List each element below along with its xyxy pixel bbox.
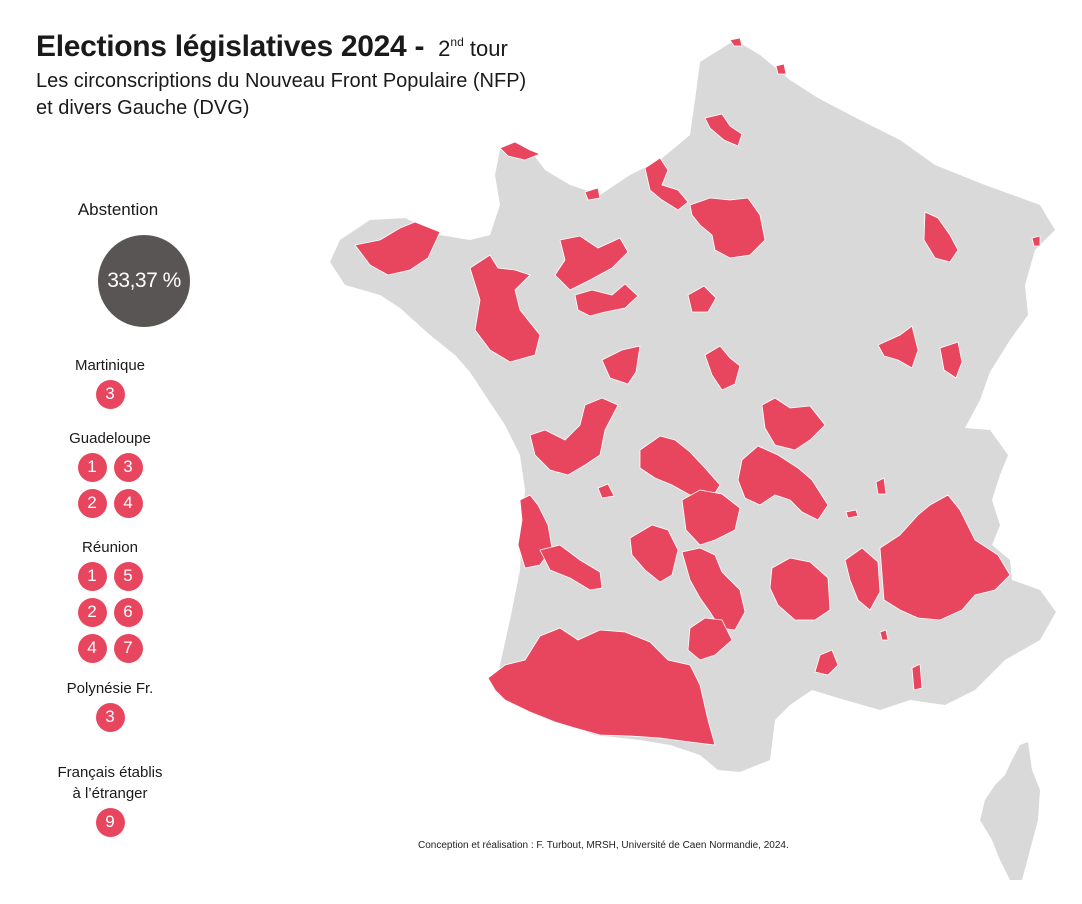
territory-name: Guadeloupe	[69, 430, 151, 447]
territory-polynesie: Polynésie Fr. 3	[40, 678, 180, 735]
territory-name: Réunion	[82, 539, 138, 556]
abstention-value: 33,37 %	[98, 235, 190, 327]
territory-name-line1: Français établis	[57, 764, 163, 781]
territory-name-line2: à l’étranger	[72, 785, 148, 802]
seat-badge: 1	[77, 452, 107, 482]
seat-badge: 9	[95, 807, 125, 837]
election-round: 2nd tour	[438, 34, 508, 61]
territory-name: Martinique	[74, 357, 146, 374]
seat-badge: 2	[77, 597, 107, 627]
seat-badge: 1	[77, 561, 107, 591]
seat-badge: 5	[113, 561, 143, 591]
territory-martinique: Martinique 3	[40, 355, 180, 412]
map-title: Elections législatives 2024 -	[36, 30, 425, 63]
territory-name: Polynésie Fr.	[66, 680, 154, 697]
title-block: Elections législatives 2024 - 2nd tour L…	[36, 30, 526, 122]
seat-badge: 6	[113, 597, 143, 627]
seat-badge: 3	[113, 452, 143, 482]
seat-badge: 3	[95, 702, 125, 732]
seat-badge: 3	[95, 379, 125, 409]
seat-badge: 7	[113, 633, 143, 663]
map-subtitle-line2: et divers Gauche (DVG)	[36, 97, 250, 119]
mainland-france	[330, 40, 1056, 772]
abstention-label: Abstention	[77, 200, 159, 219]
seat-badge: 4	[113, 488, 143, 518]
seat-badge: 4	[77, 633, 107, 663]
seat-badge: 2	[77, 488, 107, 518]
territory-etranger: Français établis à l’étranger 9	[40, 762, 180, 840]
nfp-constituencies	[354, 37, 1041, 746]
corsica	[980, 742, 1040, 880]
credits: Conception et réalisation : F. Turbout, …	[418, 840, 789, 851]
map-subtitle-line1: Les circonscriptions du Nouveau Front Po…	[36, 70, 527, 92]
